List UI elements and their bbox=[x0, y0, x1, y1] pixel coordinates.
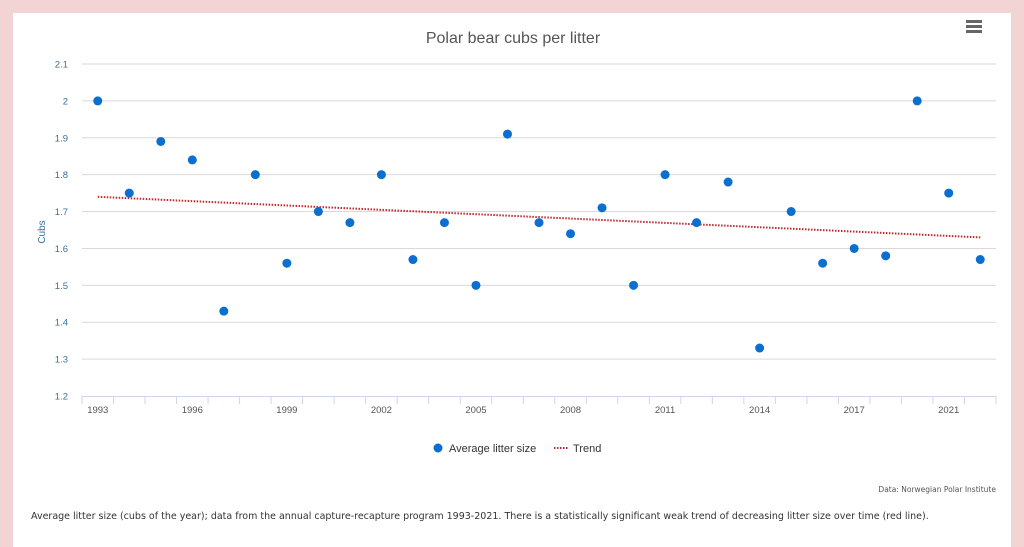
data-point-2013[interactable] bbox=[723, 177, 733, 187]
x-tick-label: 2011 bbox=[655, 405, 675, 416]
data-point-2019[interactable] bbox=[912, 96, 922, 106]
y-axis-title: Cubs bbox=[37, 220, 48, 243]
x-axis: 1993 1996 1999 2002 2005 2008 2011 2014 2017 2021 bbox=[81, 396, 997, 416]
y-tick-label: 2 bbox=[63, 96, 68, 107]
x-tick-label: 2002 bbox=[371, 405, 392, 416]
trend-line bbox=[97, 195, 981, 239]
chart-title: Polar bear cubs per litter bbox=[426, 30, 601, 47]
x-tick-label: 2005 bbox=[465, 405, 486, 416]
trend-series bbox=[97, 195, 981, 239]
legend-label-average-litter-size[interactable]: Average litter size bbox=[449, 443, 536, 455]
data-point-2004[interactable] bbox=[439, 218, 449, 228]
y-tick-label: 1.6 bbox=[55, 244, 68, 255]
x-tick-label: 2008 bbox=[560, 405, 581, 416]
grid-lines bbox=[82, 63, 996, 360]
data-point-2022[interactable] bbox=[975, 255, 985, 265]
data-point-2015[interactable] bbox=[786, 207, 796, 217]
data-point-1994[interactable] bbox=[124, 188, 134, 198]
chart-menu-button[interactable] bbox=[966, 20, 982, 34]
data-point-2002[interactable] bbox=[376, 170, 386, 180]
data-point-2012[interactable] bbox=[692, 218, 702, 228]
data-point-1995[interactable] bbox=[156, 136, 166, 146]
legend-marker-average-litter-size bbox=[433, 443, 443, 453]
y-tick-label: 1.4 bbox=[55, 318, 68, 329]
data-point-2001[interactable] bbox=[345, 218, 355, 228]
y-tick-label: 1.3 bbox=[55, 355, 68, 366]
x-tick-label: 2014 bbox=[749, 405, 770, 416]
data-point-1999[interactable] bbox=[282, 258, 292, 268]
data-point-2010[interactable] bbox=[629, 280, 639, 290]
data-point-2006[interactable] bbox=[502, 129, 512, 139]
data-point-2009[interactable] bbox=[597, 203, 607, 213]
data-point-2011[interactable] bbox=[660, 170, 670, 180]
data-point-2017[interactable] bbox=[849, 243, 859, 253]
data-point-1996[interactable] bbox=[187, 155, 197, 165]
data-point-2000[interactable] bbox=[313, 207, 323, 217]
chart-credits: Data: Norwegian Polar Institute bbox=[878, 485, 996, 494]
y-tick-label: 2.1 bbox=[55, 60, 68, 71]
y-tick-label: 1.9 bbox=[55, 133, 68, 144]
legend[interactable]: Average litter size Trend bbox=[433, 443, 602, 455]
legend-label-trend[interactable]: Trend bbox=[573, 443, 601, 455]
chart-card bbox=[13, 13, 1011, 547]
y-axis: 1.2 1.3 1.4 1.5 1.6 1.7 1.8 1.9 2 2.1 bbox=[55, 60, 68, 403]
data-point-2018[interactable] bbox=[881, 251, 891, 261]
litter-size-series bbox=[93, 96, 985, 353]
x-tick-label: 1993 bbox=[87, 405, 108, 416]
y-tick-label: 1.7 bbox=[55, 207, 68, 218]
data-point-2021[interactable] bbox=[944, 188, 954, 198]
x-tick-label: 2017 bbox=[844, 405, 865, 416]
data-point-2008[interactable] bbox=[566, 229, 576, 239]
data-point-1998[interactable] bbox=[250, 170, 260, 180]
data-point-2005[interactable] bbox=[471, 280, 481, 290]
data-point-2007[interactable] bbox=[534, 218, 544, 228]
data-point-1997[interactable] bbox=[219, 306, 229, 316]
chart-caption: Average litter size (cubs of the year); … bbox=[31, 511, 929, 522]
hamburger-menu-icon bbox=[966, 20, 982, 33]
data-point-2014[interactable] bbox=[755, 343, 765, 353]
x-tick-label: 1999 bbox=[276, 405, 297, 416]
data-point-2003[interactable] bbox=[408, 255, 418, 265]
data-point-1993[interactable] bbox=[93, 96, 103, 106]
y-tick-label: 1.5 bbox=[55, 281, 68, 292]
data-point-2016[interactable] bbox=[818, 258, 828, 268]
x-tick-label: 1996 bbox=[182, 405, 203, 416]
y-tick-label: 1.8 bbox=[55, 170, 68, 181]
x-tick-label: 2021 bbox=[938, 405, 959, 416]
y-tick-label: 1.2 bbox=[55, 392, 68, 403]
